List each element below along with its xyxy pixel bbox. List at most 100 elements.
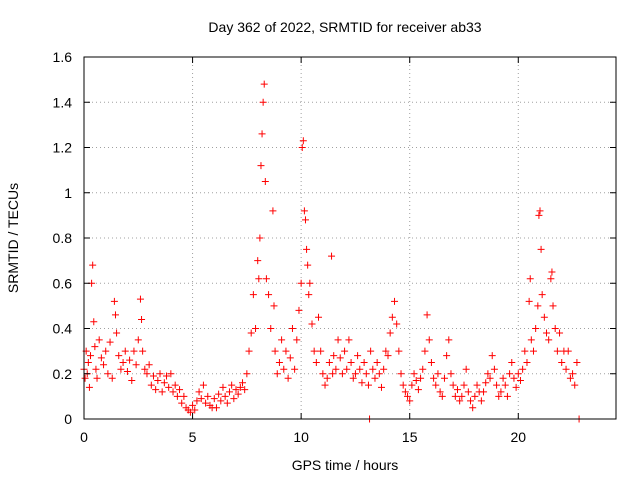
- data-point: [525, 297, 533, 305]
- data-point: [395, 347, 403, 355]
- data-point: [462, 365, 470, 373]
- data-point: [91, 343, 99, 351]
- data-point: [490, 365, 498, 373]
- data-point: [495, 392, 503, 400]
- data-point: [167, 370, 175, 378]
- data-point: [241, 386, 249, 394]
- grid-lines: [84, 57, 616, 419]
- data-point: [330, 352, 338, 360]
- data-point: [423, 311, 431, 319]
- data-point: [219, 383, 227, 391]
- data-point: [171, 381, 179, 389]
- data-points: [80, 80, 583, 423]
- data-point: [113, 329, 121, 337]
- data-point: [516, 377, 524, 385]
- data-point: [245, 347, 253, 355]
- data-point: [417, 374, 425, 382]
- data-point: [497, 388, 505, 396]
- data-point: [329, 370, 337, 378]
- data-point: [197, 395, 205, 403]
- data-point: [111, 311, 119, 319]
- data-point: [447, 370, 455, 378]
- data-point: [189, 401, 197, 409]
- data-point: [571, 381, 579, 389]
- data-point: [464, 388, 472, 396]
- data-point: [132, 361, 140, 369]
- data-point: [473, 381, 481, 389]
- data-point: [404, 392, 412, 400]
- data-point: [432, 381, 440, 389]
- data-point: [149, 372, 157, 380]
- data-point: [540, 313, 548, 321]
- data-point: [267, 325, 275, 332]
- data-point: [547, 275, 555, 283]
- data-point: [93, 374, 101, 382]
- data-point: [193, 397, 201, 405]
- data-point: [271, 347, 279, 355]
- data-point: [321, 381, 329, 389]
- data-point: [278, 336, 286, 344]
- data-point: [210, 395, 218, 403]
- data-point: [282, 347, 290, 355]
- data-point: [173, 392, 181, 400]
- data-point: [191, 406, 199, 414]
- data-point: [134, 336, 142, 344]
- data-point: [301, 216, 309, 224]
- data-point: [328, 252, 336, 260]
- data-point: [178, 399, 186, 407]
- x-tick-label: 20: [510, 429, 526, 445]
- y-tick-label: 1.4: [53, 94, 73, 110]
- data-point: [406, 397, 414, 405]
- data-point: [334, 336, 342, 344]
- data-point: [299, 137, 307, 145]
- data-point: [236, 383, 244, 391]
- data-point: [110, 297, 118, 305]
- data-point: [221, 392, 229, 400]
- data-point: [298, 144, 306, 151]
- data-point: [562, 365, 570, 373]
- data-point: [532, 325, 540, 332]
- data-point: [212, 404, 220, 412]
- y-tick-label: 0.8: [53, 230, 73, 246]
- data-point: [427, 358, 435, 366]
- data-point: [493, 381, 501, 389]
- data-point: [569, 370, 577, 378]
- data-point: [202, 399, 210, 407]
- data-point: [421, 347, 429, 355]
- data-point: [95, 336, 103, 344]
- data-point: [343, 365, 351, 373]
- y-axis-label: SRMTID / TECUs: [5, 183, 21, 293]
- x-axis-label: GPS time / hours: [292, 457, 399, 473]
- data-point: [482, 379, 490, 387]
- data-point: [286, 354, 294, 362]
- data-point: [262, 275, 270, 283]
- data-point: [158, 388, 166, 396]
- data-point: [456, 397, 464, 405]
- data-point: [384, 352, 392, 360]
- data-point: [130, 347, 138, 355]
- data-point: [358, 379, 366, 387]
- data-point: [143, 370, 151, 378]
- data-point: [260, 80, 268, 88]
- data-point: [319, 370, 327, 378]
- y-tick-label: 1: [64, 185, 72, 201]
- data-point: [128, 377, 136, 385]
- data-point: [336, 354, 344, 362]
- data-point: [165, 383, 173, 391]
- data-point: [100, 361, 108, 369]
- data-point: [488, 352, 496, 360]
- data-point: [145, 361, 153, 369]
- data-point: [501, 381, 509, 389]
- data-point: [369, 365, 377, 373]
- data-point: [81, 374, 89, 382]
- data-point: [382, 347, 390, 355]
- data-point: [364, 381, 372, 389]
- data-point: [232, 386, 240, 394]
- data-point: [367, 347, 375, 355]
- data-point: [139, 347, 147, 355]
- data-point: [410, 370, 418, 378]
- data-point: [156, 370, 164, 378]
- y-tick-label: 0.4: [53, 321, 73, 337]
- data-point: [308, 320, 316, 328]
- data-point: [270, 302, 278, 310]
